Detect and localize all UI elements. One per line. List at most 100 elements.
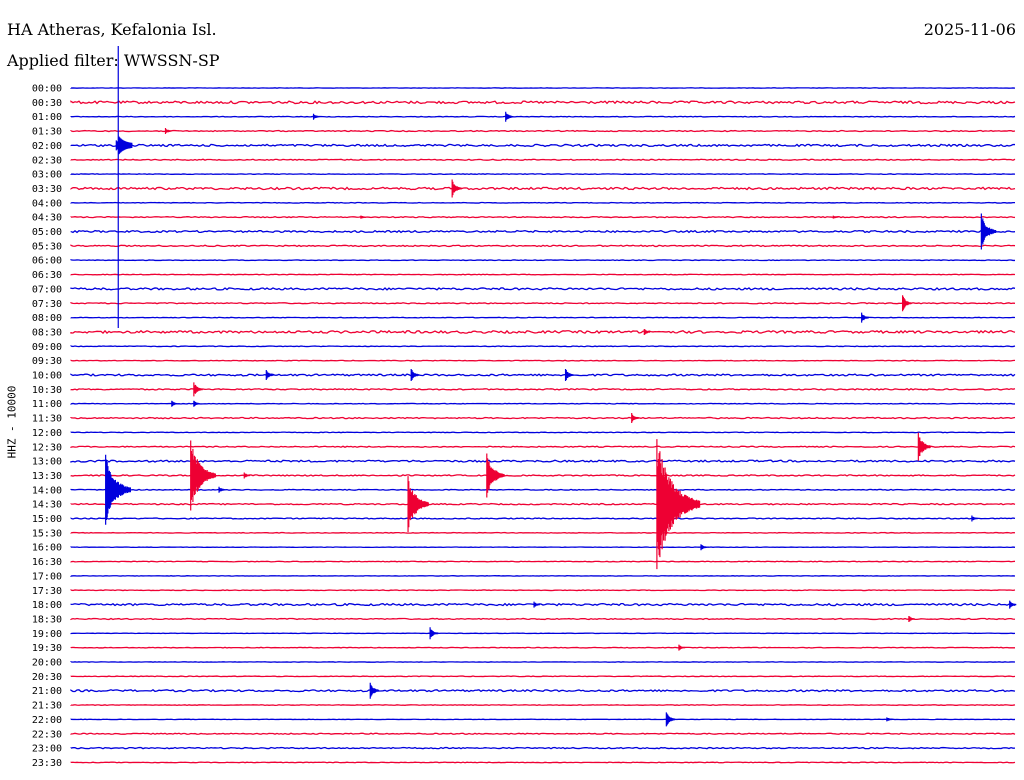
seismic-event	[115, 46, 133, 328]
seismic-event	[533, 601, 540, 608]
trace-row	[70, 329, 1016, 335]
trace-row	[70, 402, 1016, 405]
time-tick-label: 08:00	[32, 313, 62, 324]
seismic-event	[643, 328, 651, 335]
time-tick-label: 22:00	[32, 715, 62, 726]
time-tick-label: 09:00	[32, 342, 62, 353]
filter-label: Applied filter: WWSSN-SP	[7, 51, 220, 70]
time-tick-label: 03:00	[32, 170, 62, 181]
traces	[70, 87, 1016, 764]
trace-row	[70, 143, 1016, 148]
trace-row	[70, 445, 1016, 448]
seismic-event	[218, 486, 225, 493]
trace-row	[70, 359, 1016, 362]
seismic-event	[1009, 600, 1017, 609]
trace-row	[70, 589, 1016, 592]
time-tick-label: 20:00	[32, 658, 62, 669]
time-tick-label: 04:30	[32, 213, 62, 224]
trace-row	[70, 732, 1016, 735]
time-tick-label: 13:30	[32, 471, 62, 482]
time-tick-label: 15:30	[32, 528, 62, 539]
seismic-event	[407, 476, 429, 533]
trace-row	[70, 531, 1016, 534]
seismic-event	[665, 712, 676, 727]
trace-row	[70, 158, 1016, 161]
time-tick-label: 10:30	[32, 385, 62, 396]
trace-row	[70, 273, 1016, 276]
time-tick-label: 09:30	[32, 356, 62, 367]
trace-row	[70, 129, 1016, 133]
time-tick-label: 11:30	[32, 414, 62, 425]
trace-row	[70, 761, 1016, 764]
seismic-event	[486, 453, 505, 498]
record-date: 2025-11-06	[923, 20, 1016, 39]
time-tick-label: 12:30	[32, 442, 62, 453]
seismic-event	[861, 312, 869, 323]
seismic-event	[105, 454, 131, 525]
trace-row	[70, 388, 1016, 391]
trace-row	[70, 675, 1016, 678]
time-tick-label: 08:30	[32, 327, 62, 338]
time-tick-label: 02:30	[32, 155, 62, 166]
seismic-event	[312, 113, 320, 120]
time-tick-label: 00:30	[32, 98, 62, 109]
time-tick-label: 21:30	[32, 701, 62, 712]
time-tick-label: 16:30	[32, 557, 62, 568]
time-tick-label: 02:00	[32, 141, 62, 152]
seismic-event	[410, 369, 420, 381]
seismic-event	[971, 515, 978, 522]
seismic-event	[369, 682, 380, 699]
seismic-event	[564, 369, 574, 381]
seismic-event	[193, 400, 200, 407]
time-tick-label: 21:00	[32, 686, 62, 697]
trace-row	[70, 259, 1016, 262]
time-tick-label: 11:00	[32, 399, 62, 410]
trace-row	[70, 345, 1016, 348]
time-tick-label: 23:30	[32, 758, 62, 769]
trace-row	[70, 287, 1016, 291]
seismic-event	[678, 644, 685, 651]
time-tick-label: 14:00	[32, 485, 62, 496]
seismic-event	[886, 717, 893, 722]
trace-row	[70, 474, 1016, 477]
trace-row	[70, 186, 1016, 191]
trace-row	[70, 688, 1016, 693]
trace-row	[70, 201, 1016, 204]
seismic-event	[193, 382, 203, 397]
trace-row	[70, 459, 1016, 463]
seismic-event	[832, 215, 839, 219]
seismic-event	[429, 627, 439, 640]
trace-row	[70, 704, 1016, 707]
trace-row	[70, 115, 1016, 118]
trace-row	[70, 602, 1016, 607]
seismic-event	[908, 615, 915, 622]
seismic-event	[164, 128, 172, 135]
time-tick-label: 17:30	[32, 586, 62, 597]
time-tick-label: 12:00	[32, 428, 62, 439]
trace-row	[70, 488, 1016, 491]
time-tick-label: 03:30	[32, 184, 62, 195]
time-tick-label: 01:30	[32, 127, 62, 138]
time-tick-label: 22:30	[32, 729, 62, 740]
time-tick-label: 07:00	[32, 284, 62, 295]
seismic-event	[451, 179, 462, 198]
seismic-event	[190, 440, 216, 511]
trace-row	[70, 746, 1016, 750]
trace-row	[70, 617, 1016, 621]
trace-row	[70, 373, 1016, 377]
trace-row	[70, 646, 1016, 649]
time-tick-label: 06:00	[32, 256, 62, 267]
time-tick-label: 06:30	[32, 270, 62, 281]
seismic-event	[980, 213, 997, 250]
station-title: HA Atheras, Kefalonia Isl.	[7, 20, 217, 39]
trace-row	[70, 215, 1016, 219]
time-tick-label: 18:30	[32, 614, 62, 625]
time-tick-label: 15:00	[32, 514, 62, 525]
trace-row	[70, 502, 1016, 506]
trace-row	[70, 100, 1016, 105]
seismic-event	[360, 215, 366, 219]
seismic-event	[265, 370, 274, 380]
time-tick-label: 04:00	[32, 198, 62, 209]
seismic-event	[171, 400, 178, 407]
